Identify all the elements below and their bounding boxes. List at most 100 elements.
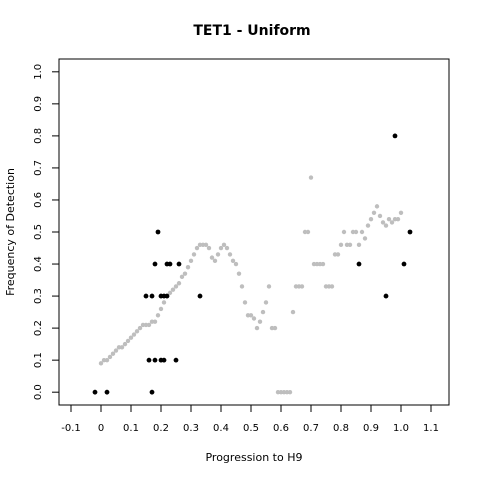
x-tick-label: 0.2 bbox=[153, 423, 169, 434]
black-data-point bbox=[92, 389, 98, 395]
gray-data-point bbox=[356, 242, 362, 248]
y-axis: 0.0 0.1 0.2 0.3 0.4 0.5 0.6 0.7 0.8 0.9 1.0 bbox=[33, 64, 59, 400]
gray-data-point bbox=[113, 348, 119, 353]
y-tick-label: 0.0 bbox=[33, 384, 44, 400]
gray-data-point bbox=[107, 354, 113, 360]
gray-data-point bbox=[173, 284, 179, 289]
black-data-point bbox=[104, 389, 110, 395]
black-data-point bbox=[146, 357, 152, 363]
y-tick-label: 0.4 bbox=[33, 256, 44, 272]
gray-data-point bbox=[188, 258, 194, 264]
gray-data-point bbox=[119, 345, 125, 350]
gray-data-point bbox=[341, 229, 347, 235]
y-axis-label: Frequency of Detection bbox=[4, 168, 17, 296]
gray-data-point bbox=[137, 325, 143, 331]
gray-data-point bbox=[215, 252, 221, 257]
y-tick-label: 0.2 bbox=[33, 320, 44, 336]
y-tick-label: 0.1 bbox=[33, 352, 44, 368]
gray-data-point bbox=[227, 252, 233, 257]
black-data-point bbox=[167, 261, 173, 267]
black-data-point bbox=[143, 293, 149, 299]
gray-data-point bbox=[383, 223, 389, 228]
gray-data-point bbox=[209, 255, 215, 260]
data-points bbox=[92, 133, 413, 395]
gray-data-point bbox=[185, 265, 191, 270]
gray-data-point bbox=[377, 213, 383, 219]
x-tick-label: 0.9 bbox=[363, 423, 379, 434]
gray-data-point bbox=[125, 338, 131, 344]
gray-data-point bbox=[221, 242, 227, 248]
black-data-point bbox=[197, 293, 203, 299]
y-tick-label: 0.9 bbox=[33, 96, 44, 112]
gray-data-point bbox=[218, 245, 224, 251]
black-data-point bbox=[155, 229, 161, 235]
gray-data-point bbox=[329, 284, 335, 289]
x-tick-label: 0.3 bbox=[183, 423, 199, 434]
gray-data-point bbox=[359, 229, 365, 235]
black-data-point bbox=[407, 229, 413, 235]
x-tick-label: 1.0 bbox=[393, 423, 409, 434]
black-data-point bbox=[356, 261, 362, 267]
gray-data-point bbox=[347, 242, 353, 248]
plot-frame bbox=[58, 58, 450, 406]
gray-data-point bbox=[179, 274, 185, 280]
y-tick-label: 0.5 bbox=[33, 224, 44, 240]
black-data-point bbox=[149, 293, 155, 299]
x-tick-label: 0.7 bbox=[303, 423, 319, 434]
gray-data-point bbox=[260, 309, 266, 315]
gray-data-point bbox=[128, 335, 134, 340]
gray-data-point bbox=[146, 322, 152, 328]
gray-data-point bbox=[335, 252, 341, 257]
x-tick-label: 0.8 bbox=[333, 423, 349, 434]
gray-data-point bbox=[290, 309, 296, 315]
gray-data-point bbox=[251, 316, 257, 321]
black-data-point bbox=[176, 261, 182, 267]
gray-data-point bbox=[239, 284, 245, 289]
x-tick-label: 0.4 bbox=[213, 423, 229, 434]
x-axis-label: Progression to H9 bbox=[205, 451, 302, 464]
y-tick-label: 0.3 bbox=[33, 288, 44, 304]
black-data-point bbox=[401, 261, 407, 267]
gray-data-point bbox=[212, 258, 218, 264]
gray-data-point bbox=[380, 220, 386, 225]
gray-data-point bbox=[242, 300, 248, 305]
y-tick-label: 0.6 bbox=[33, 192, 44, 208]
x-tick-label: 1.1 bbox=[423, 423, 439, 434]
x-tick-label: -0.1 bbox=[61, 423, 81, 434]
gray-data-point bbox=[257, 319, 263, 324]
gray-data-point bbox=[98, 361, 104, 366]
gray-data-point bbox=[131, 332, 137, 337]
gray-data-point bbox=[122, 341, 128, 347]
y-tick-label: 1.0 bbox=[33, 64, 44, 80]
gray-data-point bbox=[320, 261, 326, 267]
gray-data-point bbox=[167, 290, 173, 296]
x-tick-label: 0.6 bbox=[273, 423, 289, 434]
gray-data-point bbox=[263, 300, 269, 305]
gray-data-point bbox=[155, 313, 161, 318]
x-tick-label: 0 bbox=[98, 423, 104, 434]
gray-data-point bbox=[254, 325, 260, 331]
y-tick-label: 0.8 bbox=[33, 128, 44, 144]
gray-data-point bbox=[353, 229, 359, 235]
gray-data-point bbox=[368, 216, 374, 222]
gray-data-point bbox=[362, 236, 368, 241]
gray-data-point bbox=[206, 245, 212, 251]
gray-data-point bbox=[308, 175, 314, 180]
gray-data-point bbox=[365, 223, 371, 228]
x-tick-label: 0.5 bbox=[243, 423, 259, 434]
black-data-point bbox=[161, 357, 167, 363]
gray-data-point bbox=[152, 319, 158, 324]
black-data-point bbox=[149, 389, 155, 395]
y-tick-label: 0.7 bbox=[33, 160, 44, 176]
gray-data-point bbox=[233, 261, 239, 267]
black-data-point bbox=[152, 261, 158, 267]
gray-data-point bbox=[299, 284, 305, 289]
gray-data-point bbox=[386, 216, 392, 222]
gray-data-point bbox=[395, 216, 401, 222]
gray-data-point bbox=[203, 242, 209, 248]
gray-data-point bbox=[287, 389, 293, 395]
chart-title: TET1 - Uniform bbox=[193, 23, 310, 39]
gray-data-point bbox=[176, 281, 182, 286]
x-axis: -0.1 0 0.1 0.2 0.3 0.4 0.5 0.6 0.7 0.8 0.9 1.0 1.1 bbox=[61, 405, 439, 434]
